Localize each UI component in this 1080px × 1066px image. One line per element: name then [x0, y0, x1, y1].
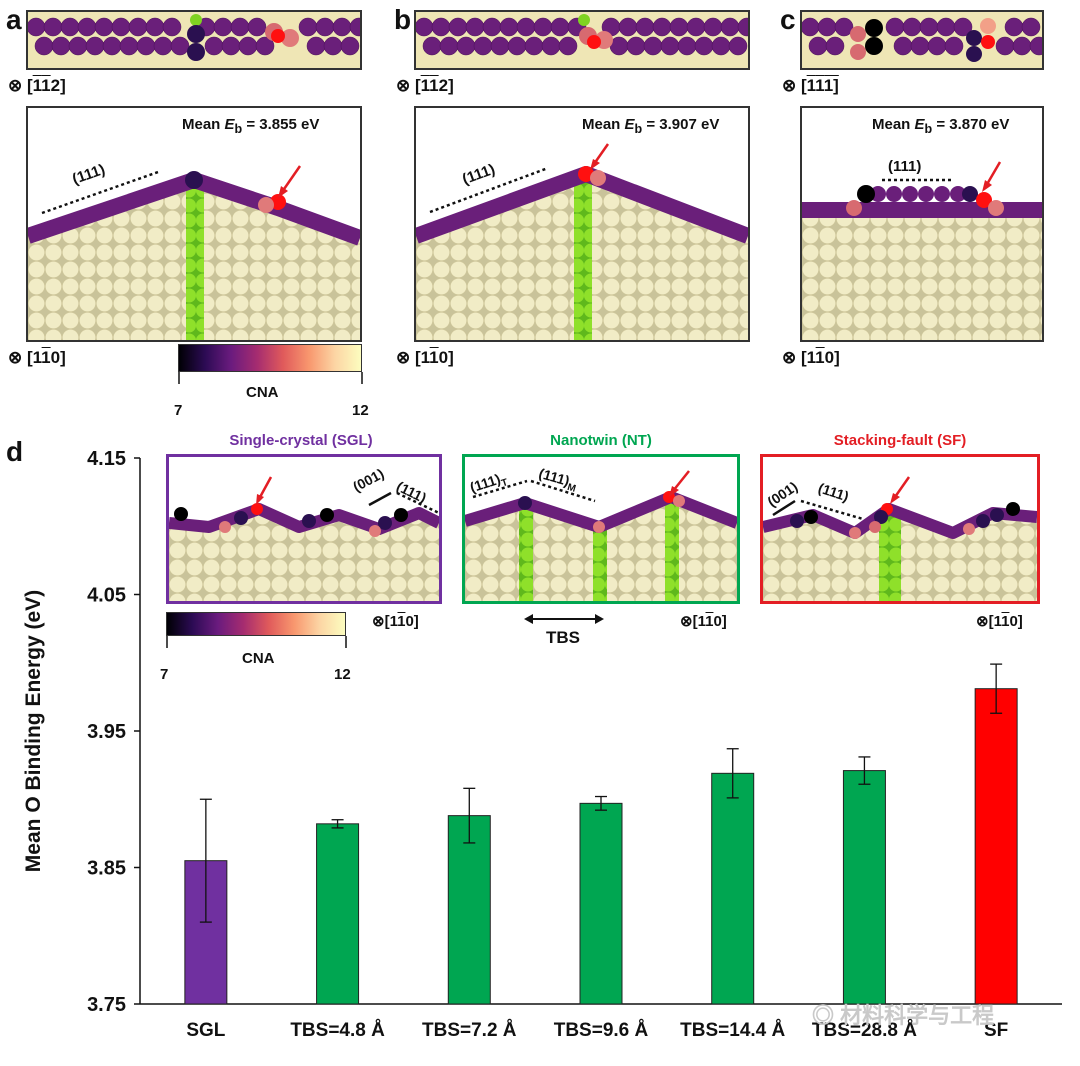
inset-sgl-direction: ⊗[110]: [372, 613, 419, 630]
tbs-label: TBS: [546, 628, 580, 647]
inset-nt-atoms: [465, 470, 737, 601]
top-view-b-atoms: [416, 12, 748, 68]
inset-sf-atoms: [763, 476, 1037, 601]
top-view-a-atoms: [28, 12, 360, 68]
side-view-b-atoms: [416, 143, 748, 340]
inset-sf: [760, 454, 1040, 604]
inset-sf-title: Stacking-fault (SF): [833, 432, 967, 449]
top-view-b-direction: ⊗ [112]: [396, 76, 454, 95]
inset-sgl-atoms: [169, 476, 439, 601]
y-tick-label-1: 4.05: [87, 585, 126, 607]
panel-label-a: a: [6, 4, 22, 35]
side-view-a: [26, 106, 362, 342]
x-tick-label-4: TBS=14.4 Å: [680, 1020, 785, 1041]
y-tick-label-3: 3.85: [87, 858, 126, 880]
bar-2: [447, 815, 491, 1005]
inset-nt: [462, 454, 740, 604]
mean-eb-b: Mean Eb = 3.907 eV: [582, 116, 720, 136]
side-view-a-direction: ⊗ [110]: [8, 348, 66, 367]
y-tick-label-0: 4.15: [87, 448, 126, 470]
cna-colorbar-d-ticks: [166, 636, 347, 648]
inset-sgl-title: Single-crystal (SGL): [229, 432, 373, 449]
top-view-a: [26, 10, 362, 70]
panel-label-c: c: [780, 4, 796, 35]
panel-label-d: d: [6, 436, 24, 467]
wechat-icon: ◎: [812, 1003, 841, 1028]
top-view-c: [800, 10, 1044, 70]
watermark: ◎ 材料科学与工程: [812, 1003, 995, 1028]
side-view-c: [800, 106, 1044, 342]
bar-1: [316, 823, 360, 1005]
mean-eb-c: Mean Eb = 3.870 eV: [872, 116, 1010, 136]
x-tick-label-6: SF: [984, 1020, 1008, 1041]
top-view-b: [414, 10, 750, 70]
cna-colorbar-top-min: 7: [174, 402, 183, 419]
bar-chart: 4.15 4.05 3.95 3.85 3.75 Mean O Binding Energ…: [0, 440, 1080, 1061]
bar-5: [842, 770, 886, 1005]
plane-label-c: (111): [888, 158, 922, 175]
bar-chart-svg: 4.15 4.05 3.95 3.85 3.75 Mean O Binding Energ…: [22, 448, 1062, 1041]
x-tick-label-0: SGL: [186, 1020, 225, 1041]
top-view-a-direction: ⊗ [112]: [8, 76, 66, 95]
y-tick-label-4: 3.75: [87, 994, 126, 1016]
inset-sgl: [166, 454, 442, 604]
top-view-c-direction: ⊗ [111]: [782, 76, 839, 95]
side-view-c-direction: ⊗ [110]: [782, 348, 840, 367]
mean-eb-a: Mean Eb = 3.855 eV: [182, 116, 320, 136]
cna-colorbar-d: [166, 612, 346, 636]
panel-label-b: b: [394, 4, 412, 35]
side-view-a-atoms: [28, 165, 360, 340]
x-tick-label-3: TBS=9.6 Å: [554, 1020, 649, 1041]
side-view-c-atoms: [802, 161, 1042, 340]
cna-colorbar-d-title: CNA: [242, 650, 275, 667]
x-tick-label-2: TBS=7.2 Å: [422, 1020, 517, 1041]
cna-colorbar-d-max: 12: [334, 666, 351, 683]
cna-colorbar-d-min: 7: [160, 666, 169, 683]
y-axis-label: Mean O Binding Energy (eV): [22, 590, 45, 872]
inset-sf-direction: ⊗[110]: [976, 613, 1023, 630]
top-view-c-atoms: [802, 12, 1042, 68]
cna-colorbar-top-ticks: [178, 372, 363, 384]
cna-colorbar-top-title: CNA: [246, 384, 279, 401]
side-view-b-direction: ⊗ [110]: [396, 348, 454, 367]
tbs-arrow: [524, 614, 604, 624]
bar-6: [974, 688, 1018, 1005]
inset-nt-title: Nanotwin (NT): [550, 432, 652, 449]
cna-colorbar-top-max: 12: [352, 402, 369, 419]
cna-colorbar-top: [178, 344, 362, 372]
x-tick-label-1: TBS=4.8 Å: [290, 1020, 385, 1041]
side-view-b: [414, 106, 750, 342]
inset-nt-direction: ⊗[110]: [680, 613, 727, 630]
bar-4: [711, 772, 755, 1005]
x-tick-label-5: TBS=28.8 Å: [812, 1020, 917, 1041]
bar-3: [579, 802, 623, 1005]
y-tick-label-2: 3.95: [87, 721, 126, 743]
